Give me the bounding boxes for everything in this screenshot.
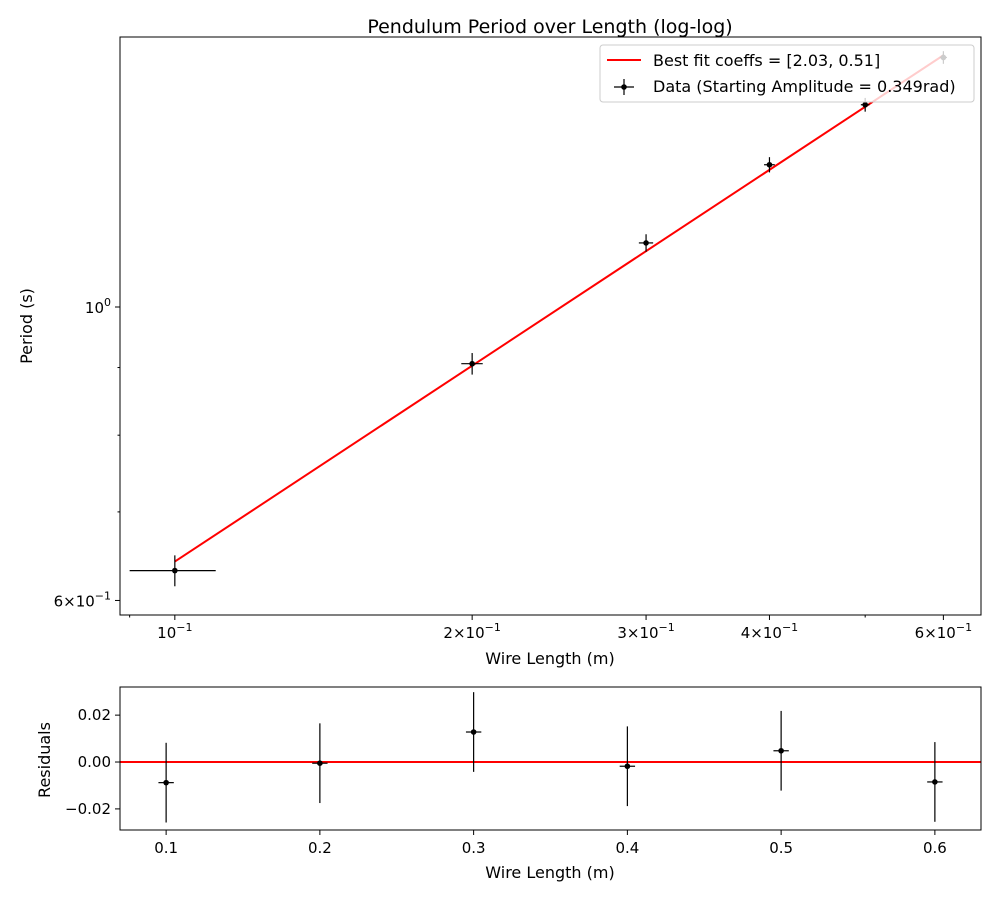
- residual-x-tick-label-5: 0.5: [769, 839, 793, 857]
- residual-series-group: [120, 692, 981, 823]
- residual-x-axis-label: Wire Length (m): [485, 863, 614, 882]
- residual-x-ticks: 0.1 0.2 0.3 0.4 0.5 0.6: [154, 830, 947, 857]
- x-tick-label-3: 3×10−1: [617, 621, 674, 642]
- data-point-3: [638, 234, 654, 252]
- legend-data-label: Data (Starting Amplitude = 0.349rad): [653, 77, 956, 96]
- data-point-2: [461, 353, 483, 375]
- data-point-4: [764, 157, 775, 173]
- residual-y-ticks: −0.02 0.00 0.02: [65, 706, 120, 818]
- x-tick-label-1: 10−1: [157, 621, 192, 642]
- residual-x-tick-label-1: 0.1: [154, 839, 178, 857]
- residual-point-6: [927, 742, 943, 822]
- residual-point-5: [773, 710, 789, 791]
- main-title: Pendulum Period over Length (log-log): [367, 16, 732, 38]
- main-y-axis-label: Period (s): [17, 288, 36, 364]
- main-x-axis-label: Wire Length (m): [485, 649, 614, 668]
- legend-data-swatch: [614, 79, 634, 95]
- legend-fit-label: Best fit coeffs = [2.03, 0.51]: [653, 51, 880, 70]
- residual-point-2: [312, 723, 328, 804]
- main-y-ticks: 6×10−1 100: [54, 296, 120, 610]
- residual-y-tick-label-2: 0.00: [78, 753, 111, 771]
- residual-x-tick-label-4: 0.4: [615, 839, 639, 857]
- residual-x-tick-label-2: 0.2: [308, 839, 332, 857]
- y-tick-label-2: 100: [85, 296, 111, 317]
- residual-y-tick-label-1: −0.02: [65, 800, 111, 818]
- main-x-ticks: 10−1 2×10−1 3×10−1 4×10−1 6×10−1: [129, 615, 972, 642]
- y-tick-label-1: 6×10−1: [54, 589, 111, 610]
- residual-point-4: [619, 726, 636, 807]
- residual-plot: 0.1 0.2 0.3 0.4 0.5 0.6 −0.02 0.00 0.02 Wire Le…: [35, 686, 982, 882]
- residual-point-1: [158, 742, 174, 823]
- residual-y-tick-label-3: 0.02: [78, 706, 111, 724]
- fit-line: [174, 54, 944, 563]
- main-axes-frame: [119, 36, 982, 616]
- residual-y-axis-label: Residuals: [35, 722, 54, 798]
- x-tick-label-4: 4×10−1: [741, 621, 798, 642]
- main-series-group: [129, 51, 947, 587]
- x-tick-label-2: 2×10−1: [443, 621, 500, 642]
- x-tick-label-5: 6×10−1: [915, 621, 972, 642]
- residual-x-tick-label-3: 0.3: [462, 839, 486, 857]
- data-point-1: [129, 555, 216, 587]
- legend-box: [599, 44, 975, 103]
- residual-axes-frame: [119, 686, 982, 831]
- residual-point-3: [465, 692, 482, 772]
- residual-x-tick-label-6: 0.6: [923, 839, 947, 857]
- main-plot: Pendulum Period over Length (log-log) 10…: [17, 16, 982, 668]
- legend: Best fit coeffs = [2.03, 0.51] Data (Sta…: [599, 44, 975, 103]
